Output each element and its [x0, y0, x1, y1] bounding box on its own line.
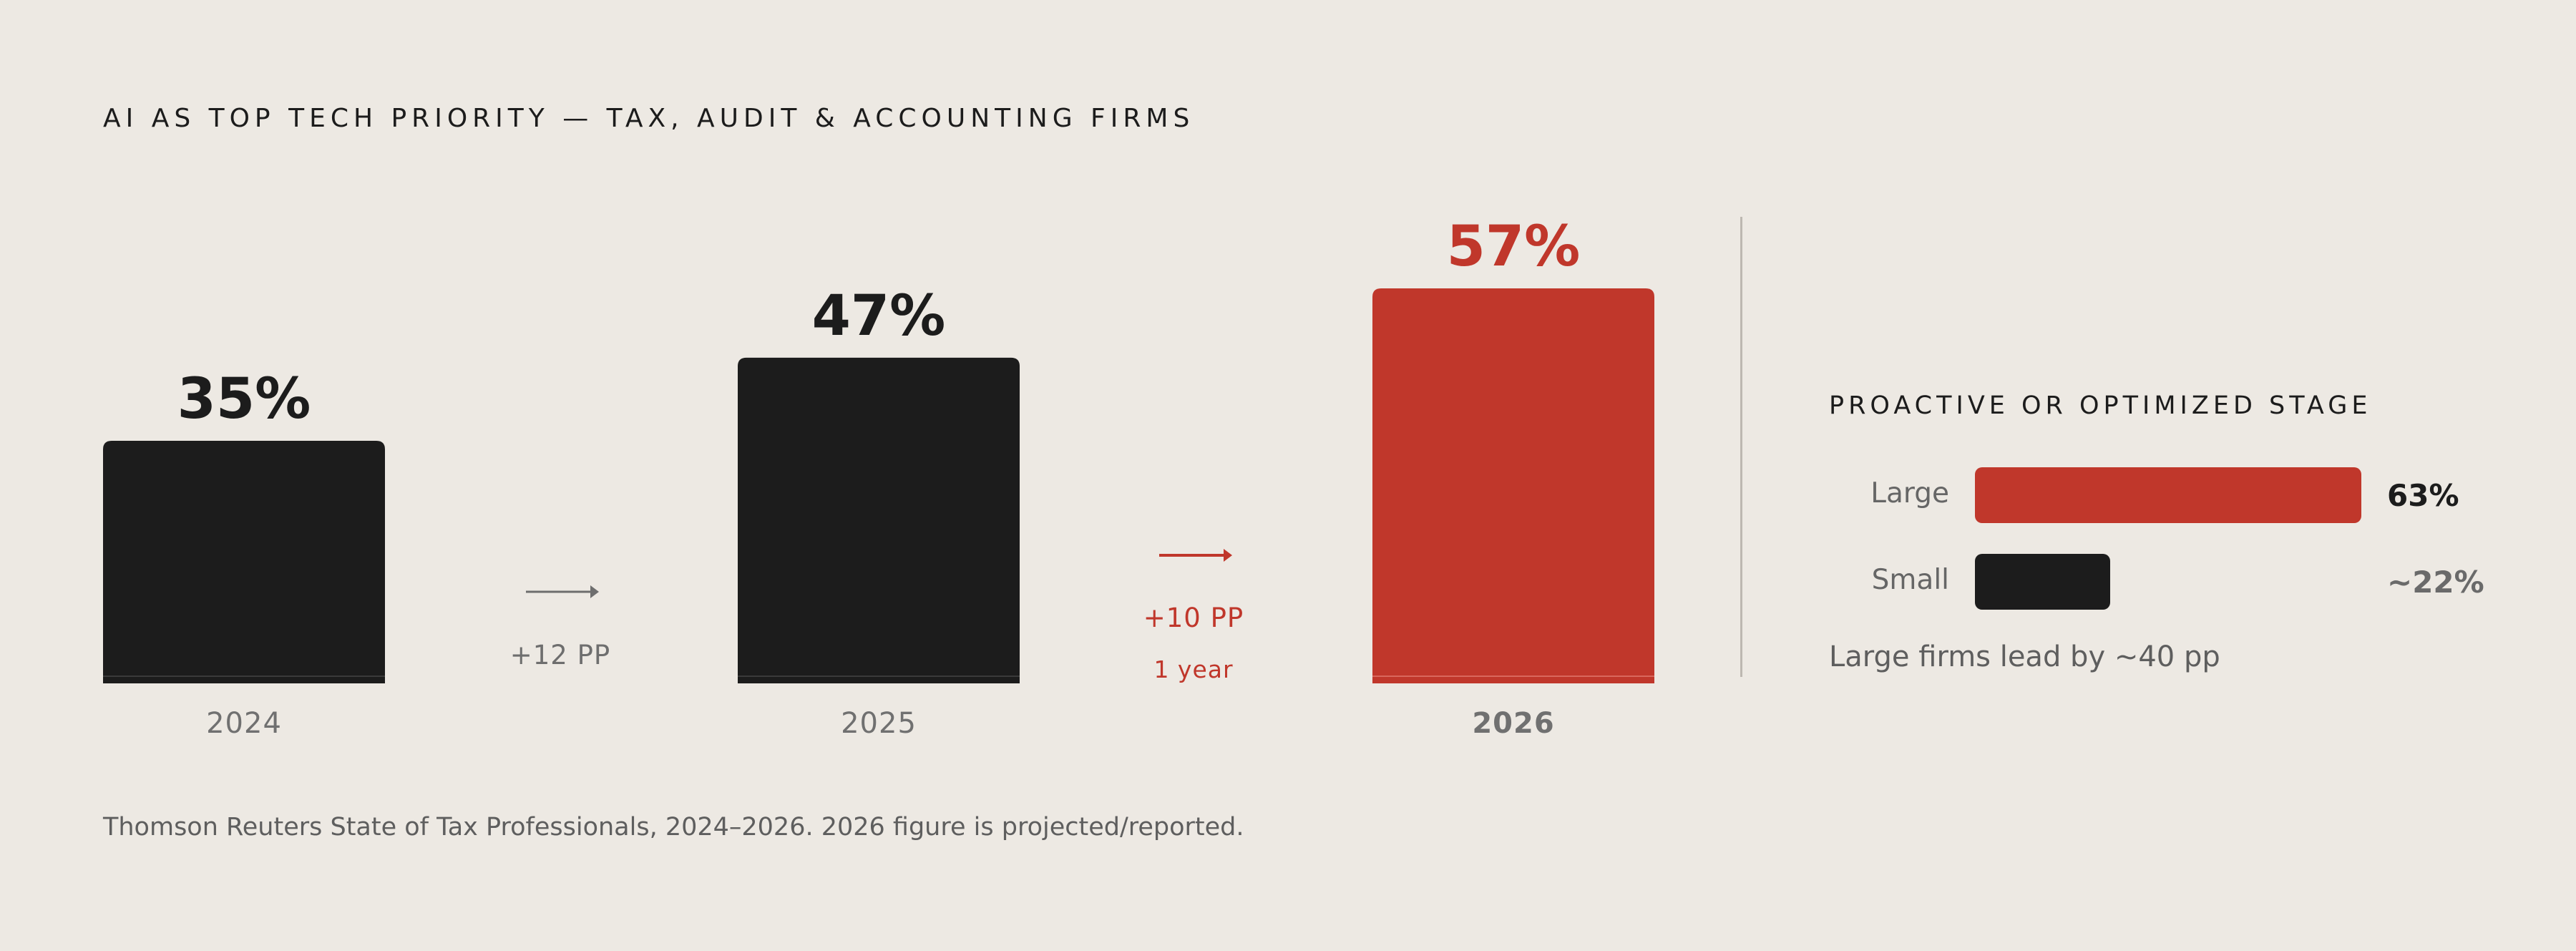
hbar-small: [1975, 554, 2110, 610]
page-title: AI AS TOP TECH PRIORITY — TAX, AUDIT & A…: [103, 104, 1195, 133]
delta-arrowhead-0: [590, 585, 599, 598]
side-note: Large firms lead by ~40 pp: [1829, 640, 2220, 673]
main-bar-chart: 35% 2024 47% 2025 57% 2026 +12 PP +10 PP 1 year: [103, 215, 1654, 740]
hbar-value-large: 63%: [2387, 478, 2459, 513]
delta-sub-1: 1 year: [1153, 655, 1233, 683]
delta-label-0: +12 PP: [510, 640, 610, 670]
hbar-label-large: Large: [1870, 477, 1949, 509]
bar-2025: [738, 357, 1020, 683]
bar-value-2025: 47%: [812, 284, 946, 348]
delta-label-1: +10 PP: [1143, 603, 1244, 633]
bar-2026: [1372, 288, 1654, 683]
hbar-value-small: ~22%: [2387, 565, 2484, 600]
bar-year-2025: 2025: [841, 707, 917, 740]
bar-value-2024: 35%: [177, 367, 311, 431]
hbar-large: [1975, 467, 2361, 523]
divider: [1740, 217, 1742, 677]
hbar-label-small: Small: [1871, 564, 1949, 596]
delta-arrowhead-1: [1224, 549, 1232, 562]
side-chart-title: PROACTIVE OR OPTIMIZED STAGE: [1829, 391, 2372, 420]
bar-value-2026: 57%: [1447, 215, 1581, 279]
bar-2024: [103, 441, 385, 683]
footnote: Thomson Reuters State of Tax Professiona…: [103, 813, 1244, 842]
bar-year-2026: 2026: [1472, 707, 1554, 740]
bar-year-2024: 2024: [206, 707, 282, 740]
